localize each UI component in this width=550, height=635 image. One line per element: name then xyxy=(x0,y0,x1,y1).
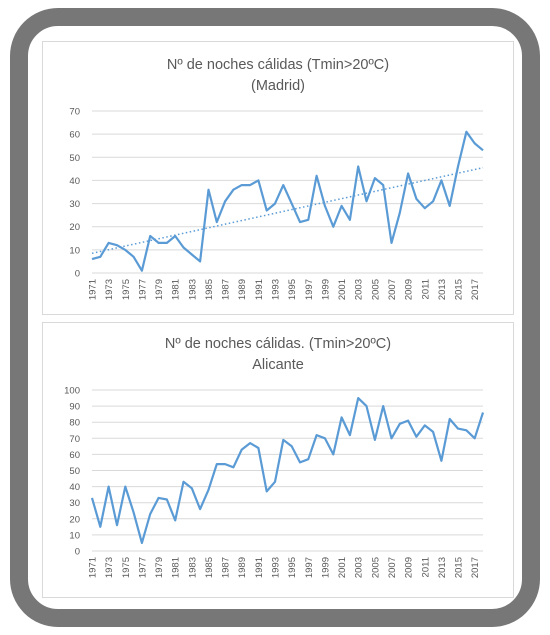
madrid-y-tick-label: 40 xyxy=(69,176,80,187)
alicante-x-tick-label: 2013 xyxy=(437,557,448,578)
madrid-x-tick-label: 1983 xyxy=(187,279,198,300)
alicante-x-tick-label: 1981 xyxy=(171,557,182,578)
madrid-x-tick-label: 1993 xyxy=(271,279,282,300)
alicante-x-tick-label: 1993 xyxy=(271,557,282,578)
chart-panel-madrid: Nº de noches cálidas (Tmin>20ºC) (Madrid… xyxy=(42,41,514,315)
alicante-x-tick-label: 2003 xyxy=(354,557,365,578)
madrid-x-tick-label: 2007 xyxy=(387,279,398,300)
alicante-x-tick-label: 2017 xyxy=(470,557,481,578)
alicante-x-tick-label: 2005 xyxy=(370,557,381,578)
madrid-data-points-0 xyxy=(91,131,484,271)
madrid-x-tick-labels: 1971 1973 1975 1977 1979 1981 1983 1985 1987 1989… xyxy=(88,279,482,300)
alicante-y-tick-label: 30 xyxy=(69,498,80,509)
alicante-x-tick-label: 1979 xyxy=(154,557,165,578)
madrid-y-tick-label: 50 xyxy=(69,153,80,164)
madrid-y-tick-label: 60 xyxy=(69,130,80,141)
madrid-x-tick-label: 2009 xyxy=(404,279,415,300)
madrid-x-tick-label: 1981 xyxy=(171,279,182,300)
alicante-y-tick-labels: 0 10 20 30 40 50 60 70 80 90 100 xyxy=(64,386,80,558)
alicante-x-tick-label: 1997 xyxy=(304,557,315,578)
alicante-y-tick-label: 10 xyxy=(69,530,80,541)
madrid-gridlines xyxy=(92,110,483,274)
madrid-x-tick-label: 1999 xyxy=(320,279,331,300)
madrid-y-tick-label: 70 xyxy=(69,107,80,118)
alicante-y-tick-label: 0 xyxy=(75,547,80,558)
madrid-x-tick-label: 1997 xyxy=(304,279,315,300)
alicante-y-tick-label: 80 xyxy=(69,418,80,429)
madrid-x-tick-label: 1977 xyxy=(137,279,148,300)
alicante-x-tick-label: 1991 xyxy=(254,557,265,578)
madrid-x-tick-label: 1989 xyxy=(237,279,248,300)
chart-panel-alicante: Nº de noches cálidas. (Tmin>20ºC) Alican… xyxy=(42,322,514,598)
madrid-x-tick-label: 2011 xyxy=(420,279,431,299)
alicante-x-tick-label: 2009 xyxy=(404,557,415,578)
chart-title-madrid: Nº de noches cálidas (Tmin>20ºC) xyxy=(166,57,390,73)
madrid-x-tick-label: 2015 xyxy=(454,279,465,300)
alicante-x-tick-label: 2007 xyxy=(387,557,398,578)
madrid-x-tick-label: 1973 xyxy=(104,279,115,300)
chart-title-alicante: Nº de noches cálidas. (Tmin>20ºC) xyxy=(164,336,392,352)
alicante-y-tick-label: 50 xyxy=(69,466,80,477)
madrid-x-tick-label: 1971 xyxy=(88,279,99,300)
madrid-x-tick-label: 1985 xyxy=(204,279,215,300)
alicante-y-tick-label: 70 xyxy=(69,434,80,445)
alicante-x-tick-label: 1989 xyxy=(237,557,248,578)
madrid-y-tick-label: 10 xyxy=(69,245,80,256)
madrid-x-tick-label: 1991 xyxy=(254,279,265,300)
alicante-data-points-0 xyxy=(91,398,484,543)
madrid-x-tick-label: 2001 xyxy=(337,279,348,300)
madrid-y-tick-label: 30 xyxy=(69,199,80,210)
alicante-x-tick-label: 1999 xyxy=(320,557,331,578)
alicante-x-tick-labels: 1971 1973 1975 1977 1979 1981 1983 1985 1987 1989… xyxy=(88,557,482,578)
alicante-x-tick-label: 1995 xyxy=(287,557,298,578)
madrid-x-tick-label: 2003 xyxy=(354,279,365,300)
madrid-x-tick-label: 1975 xyxy=(121,279,132,300)
madrid-series-line-0 xyxy=(91,130,484,272)
alicante-x-tick-label: 1983 xyxy=(187,557,198,578)
alicante-x-tick-label: 1973 xyxy=(104,557,115,578)
alicante-series-line-0 xyxy=(90,396,485,544)
alicante-y-tick-label: 100 xyxy=(64,386,80,397)
chart-subtitle-madrid: (Madrid) xyxy=(251,78,305,94)
alicante-x-tick-label: 1985 xyxy=(204,557,215,578)
madrid-x-tick-label: 1979 xyxy=(154,279,165,300)
madrid-x-tick-label: 2017 xyxy=(470,279,481,300)
alicante-gridlines xyxy=(92,389,483,552)
alicante-y-tick-label: 40 xyxy=(69,482,80,493)
alicante-x-tick-label: 1975 xyxy=(121,557,132,578)
alicante-x-tick-label: 1987 xyxy=(221,557,232,578)
chart-subtitle-alicante: Alicante xyxy=(252,357,304,373)
alicante-x-tick-label: 2011 xyxy=(420,557,431,577)
alicante-x-tick-label: 2001 xyxy=(337,557,348,578)
alicante-x-tick-label: 1977 xyxy=(137,557,148,578)
alicante-y-tick-label: 20 xyxy=(69,514,80,525)
madrid-y-tick-label: 0 xyxy=(75,269,80,280)
madrid-trendline xyxy=(91,166,484,255)
alicante-x-tick-label: 1971 xyxy=(88,557,99,578)
alicante-x-tick-label: 2015 xyxy=(454,557,465,578)
madrid-y-tick-label: 20 xyxy=(69,222,80,233)
alicante-y-tick-label: 60 xyxy=(69,450,80,461)
madrid-x-tick-label: 2005 xyxy=(370,279,381,300)
alicante-y-tick-label: 90 xyxy=(69,402,80,413)
madrid-x-tick-label: 1987 xyxy=(221,279,232,300)
madrid-x-tick-label: 2013 xyxy=(437,279,448,300)
madrid-y-tick-labels: 0 10 20 30 40 50 60 70 xyxy=(69,107,80,280)
madrid-x-tick-label: 1995 xyxy=(287,279,298,300)
